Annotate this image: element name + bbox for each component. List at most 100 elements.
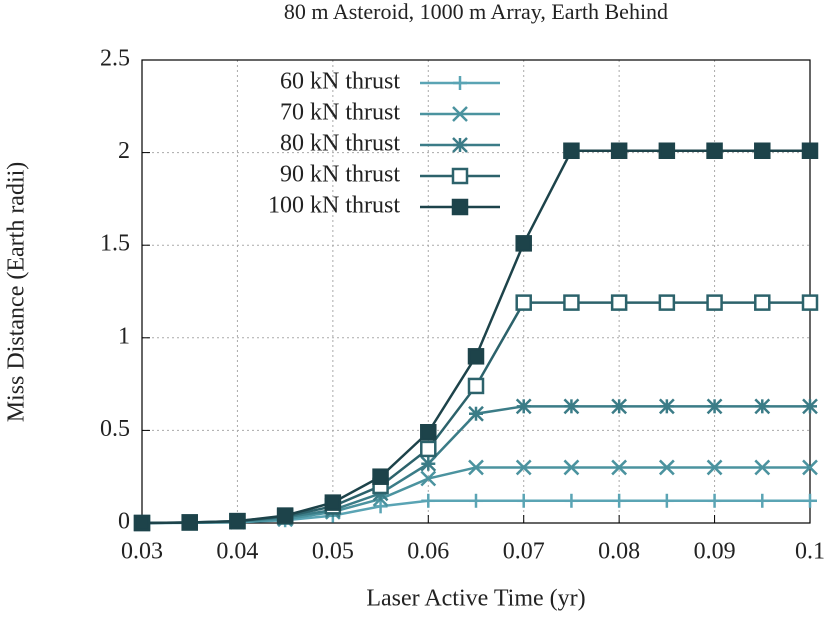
plot-frame <box>141 59 811 524</box>
marker <box>515 294 532 311</box>
marker <box>612 493 627 508</box>
marker <box>754 459 771 476</box>
marker-square <box>420 424 437 441</box>
x-tick-label: 0.09 <box>694 539 736 565</box>
marker <box>801 294 819 311</box>
marker-square <box>372 468 389 485</box>
marker <box>706 142 723 159</box>
marker <box>611 459 628 476</box>
marker-stroke <box>515 398 532 415</box>
marker-square <box>451 198 469 216</box>
marker-square <box>801 294 819 311</box>
marker-square <box>467 348 485 365</box>
marker <box>706 398 723 415</box>
marker <box>802 398 818 415</box>
marker-stroke <box>515 459 532 476</box>
legend-label: 90 kN thrust <box>280 162 400 188</box>
marker <box>468 459 484 476</box>
marker <box>515 235 532 252</box>
marker-stroke <box>802 459 818 476</box>
marker-stroke <box>706 398 723 415</box>
marker <box>754 398 771 415</box>
marker <box>276 507 294 524</box>
marker-stroke <box>754 398 771 415</box>
marker-square <box>610 294 628 311</box>
marker <box>452 137 468 153</box>
y-tick-label: 0 <box>118 509 130 535</box>
marker <box>469 493 483 508</box>
chart-title: 80 m Asteroid, 1000 m Array, Earth Behin… <box>284 0 668 24</box>
legend-label: 60 kN thrust <box>280 69 400 95</box>
marker <box>801 142 819 159</box>
marker <box>451 167 469 185</box>
marker <box>754 294 771 311</box>
marker <box>563 459 580 476</box>
marker <box>754 142 771 159</box>
marker <box>658 142 676 159</box>
y-tick-label: 1.5 <box>100 231 130 257</box>
x-tick-label: 0.03 <box>121 539 163 565</box>
marker-square <box>563 142 580 159</box>
marker <box>181 514 198 531</box>
x-axis-label: Laser Active Time (yr) <box>366 586 585 612</box>
marker-stroke <box>802 398 818 415</box>
marker <box>802 459 818 476</box>
marker-square <box>276 507 294 524</box>
y-tick-label: 0.5 <box>100 416 130 442</box>
marker <box>467 348 485 365</box>
marker-square <box>467 377 485 395</box>
marker-stroke <box>420 455 437 472</box>
marker <box>707 493 722 508</box>
marker <box>563 294 580 311</box>
marker <box>658 459 675 476</box>
marker-stroke <box>452 137 468 153</box>
marker-square <box>515 235 532 252</box>
marker <box>420 470 437 487</box>
marker <box>658 398 675 415</box>
x-tick-label: 0.08 <box>598 539 640 565</box>
marker <box>373 499 388 514</box>
x-tick-label: 0.05 <box>312 539 354 565</box>
marker-stroke <box>754 459 771 476</box>
marker <box>453 76 467 90</box>
marker <box>803 493 817 508</box>
marker-stroke <box>658 459 675 476</box>
marker <box>421 493 436 508</box>
marker <box>420 440 437 458</box>
marker-square <box>610 142 628 159</box>
marker-square <box>451 167 469 185</box>
marker <box>324 494 342 511</box>
marker <box>372 468 389 485</box>
x-tick-label: 0.07 <box>503 539 545 565</box>
marker-square <box>181 514 198 531</box>
marker <box>611 398 628 415</box>
marker-square <box>229 512 246 530</box>
y-tick-label: 2 <box>118 138 130 164</box>
y-tick-label: 1 <box>118 323 130 349</box>
marker-square <box>754 294 771 311</box>
x-tick-label: 0.04 <box>216 539 258 565</box>
marker <box>564 493 579 508</box>
marker <box>516 493 531 508</box>
marker-square <box>515 294 532 311</box>
marker <box>610 142 628 159</box>
marker-stroke <box>563 398 580 415</box>
marker <box>468 405 484 422</box>
x-tick-label: 0.06 <box>407 539 449 565</box>
marker <box>133 514 151 532</box>
marker <box>452 106 468 122</box>
marker-square <box>658 294 676 311</box>
marker <box>610 294 628 311</box>
marker <box>515 459 532 476</box>
marker-stroke <box>452 106 468 122</box>
marker <box>420 455 437 472</box>
marker-square <box>801 142 819 159</box>
marker <box>229 512 246 530</box>
marker <box>451 198 469 216</box>
legend-label: 80 kN thrust <box>280 131 400 157</box>
marker-stroke <box>468 405 484 422</box>
marker-stroke <box>706 459 723 476</box>
legend-label: 100 kN thrust <box>268 193 400 219</box>
marker <box>467 377 485 395</box>
